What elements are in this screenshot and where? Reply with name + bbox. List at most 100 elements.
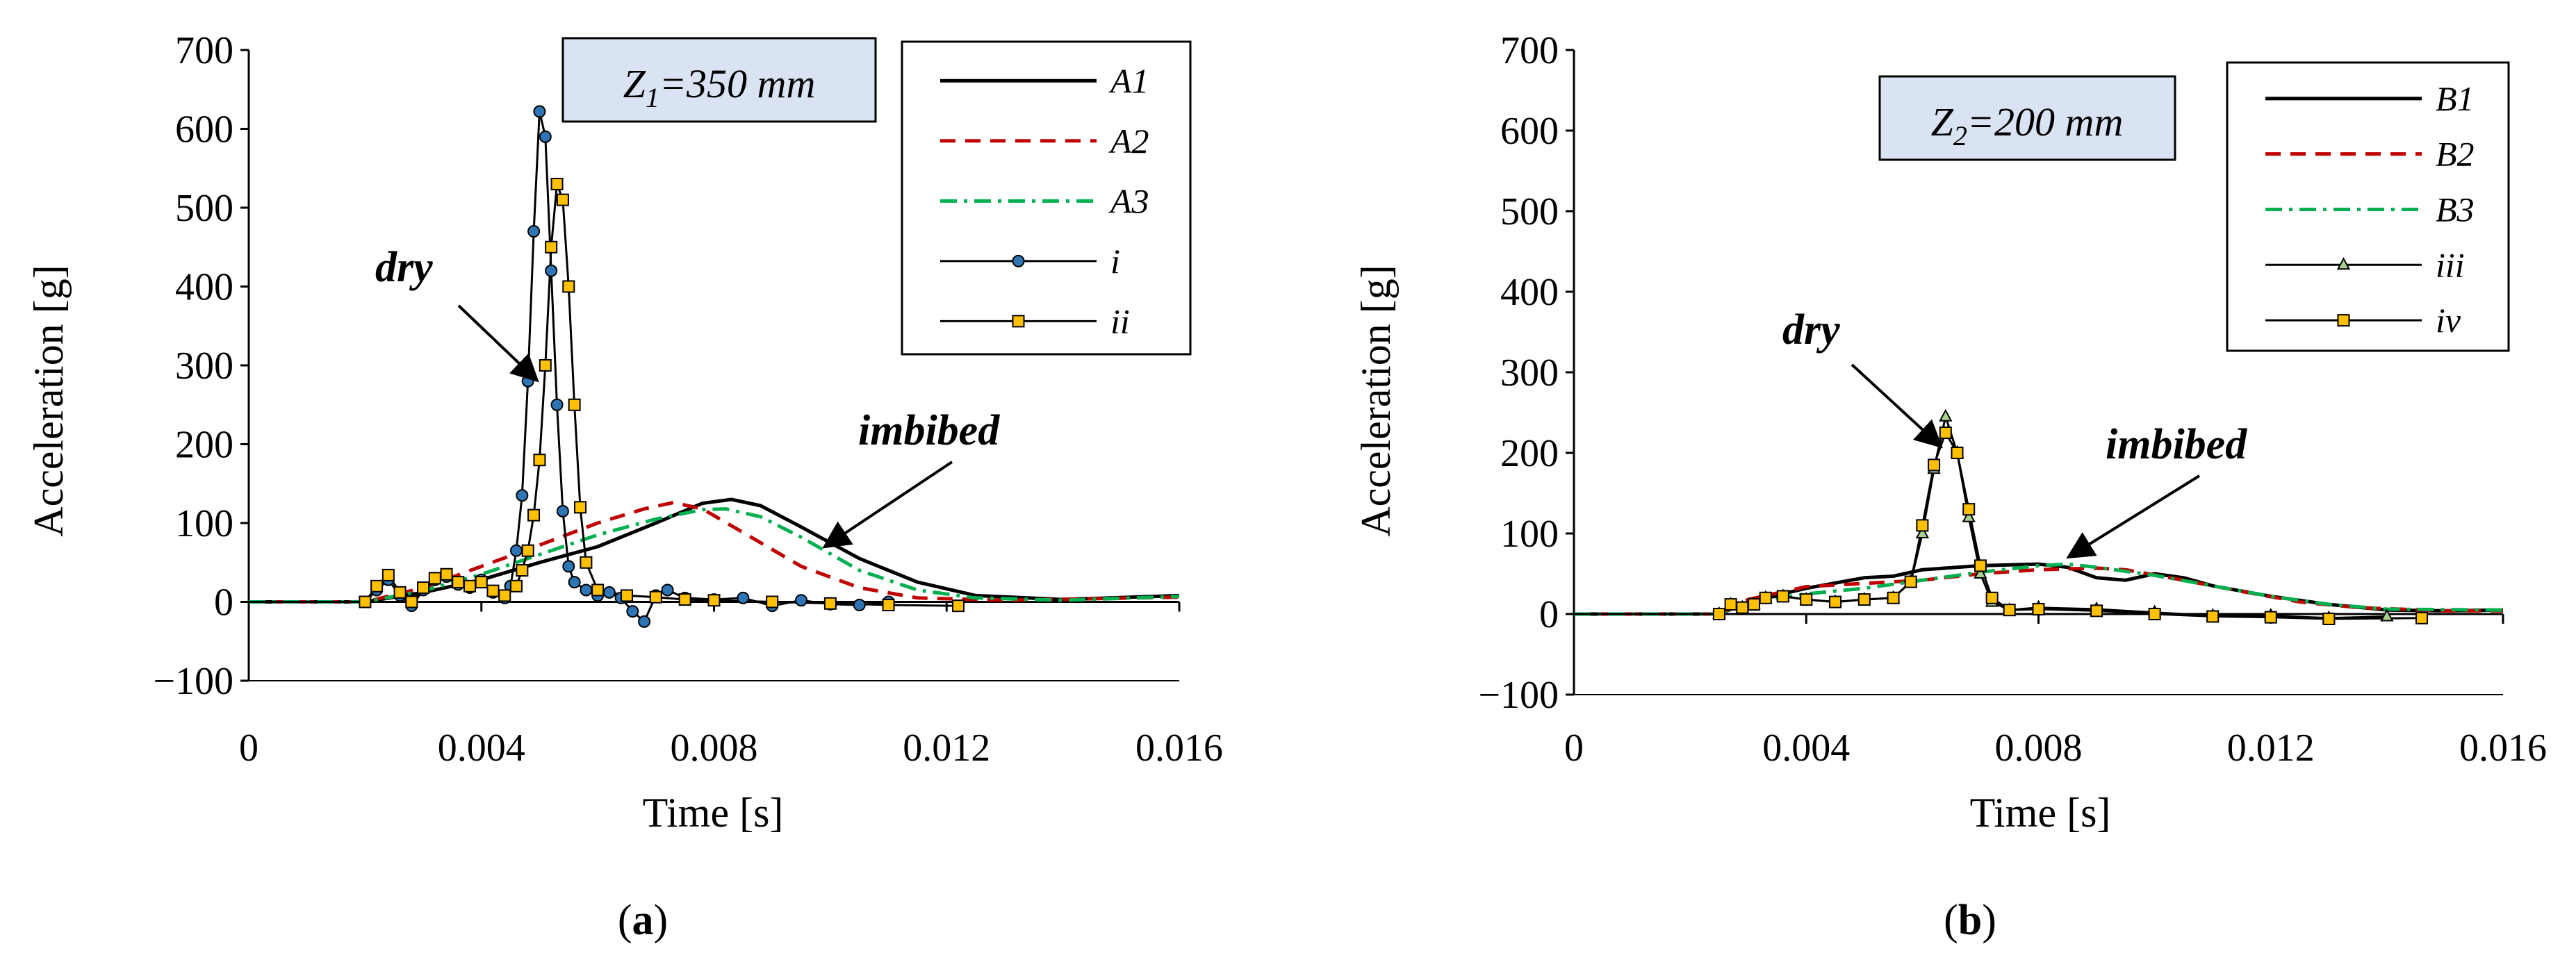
data-point-iii	[1962, 509, 1976, 522]
annotation-dry-a: dry	[375, 244, 433, 291]
data-point-ii	[428, 572, 441, 585]
data-point-i	[509, 544, 523, 557]
caption-letter-a: a	[632, 897, 654, 944]
x-tick-label-a: 0.012	[903, 727, 990, 770]
data-point-iv	[2264, 611, 2277, 624]
data-point-ii	[580, 556, 593, 569]
legend-marker-iii	[2336, 257, 2351, 270]
y-tick-label-b: 300	[1500, 351, 1559, 395]
marks-b	[1712, 408, 2429, 625]
data-point-i	[533, 105, 546, 118]
annotation-imbibed-a: imbibed	[858, 407, 1000, 454]
data-point-ii	[550, 177, 564, 190]
legend-box-a	[901, 40, 1192, 356]
z-label-box-a	[561, 37, 877, 123]
data-point-iii	[1939, 408, 1953, 422]
data-point-ii	[527, 508, 541, 522]
data-point-ii	[509, 579, 523, 592]
y-tick-label-b: −100	[1478, 674, 1559, 717]
data-point-i	[545, 264, 558, 277]
legend-box-b	[2226, 61, 2510, 352]
x-tick-label-a: 0	[239, 727, 259, 770]
data-point-i	[737, 591, 750, 604]
z-letter-a: Z	[623, 61, 646, 106]
caption-a: (a)	[618, 897, 668, 944]
data-point-ii	[417, 581, 430, 595]
x-tick-label-b: 0.012	[2227, 727, 2315, 770]
data-point-iv	[1800, 593, 1813, 606]
x-tick-label-a: 0.004	[438, 727, 525, 770]
data-point-i	[580, 583, 593, 597]
legend-label-B3: B3	[2436, 190, 2475, 229]
arrow-dry-b	[1851, 363, 1943, 449]
data-point-ii	[620, 589, 633, 602]
y-tick-label-a: 400	[175, 266, 233, 309]
annotation-dry-b: dry	[1782, 306, 1840, 354]
data-point-i	[550, 398, 564, 411]
data-point-iv	[1736, 601, 1749, 614]
y-tick-label-b: 400	[1500, 271, 1559, 314]
series-line-A3	[249, 507, 1180, 604]
arrow-imbibed-a	[822, 461, 953, 549]
marks-a	[359, 105, 965, 628]
data-point-iv	[1759, 591, 1772, 604]
x-tick-label-b: 0.004	[1762, 727, 1850, 770]
legend-label-i: i	[1110, 242, 1120, 281]
data-point-ii	[498, 589, 511, 602]
y-tick-label-a: 100	[175, 502, 233, 545]
z-letter-b: Z	[1931, 99, 1954, 144]
y-axis-label-b: Acceleration [g]	[1353, 265, 1399, 536]
data-point-ii	[359, 595, 372, 608]
data-point-iv	[1724, 598, 1737, 611]
data-point-ii	[766, 595, 779, 608]
annotation-imbibed-b: imbibed	[2106, 421, 2247, 468]
x-axis-label-a: Time [s]	[643, 790, 784, 836]
data-point-iv	[1829, 595, 1842, 608]
data-point-iv	[2003, 604, 2016, 617]
arrow-imbibed-b	[2066, 474, 2201, 559]
data-point-ii	[393, 586, 407, 599]
arrow-dry-a	[457, 304, 539, 383]
legend-label-A2: A2	[1108, 122, 1149, 160]
data-point-ii	[562, 280, 575, 293]
data-point-i	[539, 130, 552, 143]
z-value-b: =200 mm	[1967, 99, 2123, 144]
data-point-ii	[649, 590, 662, 604]
z-subscript-b: 2	[1953, 120, 1967, 151]
y-tick-label-b: 0	[1539, 593, 1559, 636]
data-point-iv	[1962, 503, 1976, 516]
data-point-i	[853, 599, 866, 612]
y-tick-label-b: 200	[1500, 432, 1559, 475]
data-point-ii	[405, 595, 418, 608]
data-point-ii	[486, 584, 500, 597]
y-tick-label-a: −100	[153, 660, 233, 703]
y-tick-label-b: 100	[1500, 513, 1559, 556]
data-point-ii	[521, 544, 534, 557]
data-point-ii	[707, 594, 721, 607]
y-tick-label-a: 700	[175, 29, 233, 72]
data-point-i	[562, 560, 575, 573]
x-tick-label-b: 0	[1564, 727, 1584, 770]
legend-label-iii: iii	[2436, 245, 2465, 284]
data-point-ii	[556, 193, 569, 206]
legend-b: B1 B2 B3 iii iv	[2265, 79, 2475, 340]
data-point-ii	[823, 597, 837, 610]
data-point-iv	[1974, 559, 1987, 572]
data-point-iii	[1974, 565, 1987, 579]
data-point-i	[556, 504, 569, 517]
y-tick-label-a: 0	[214, 581, 233, 624]
data-point-ii	[545, 240, 558, 254]
legend-label-A1: A1	[1108, 61, 1149, 100]
data-point-iv	[1985, 591, 1999, 604]
legend-marker-i	[1012, 254, 1025, 267]
data-point-iv	[1712, 608, 1725, 620]
data-point-iv	[1951, 447, 1964, 459]
x-tick-label-b: 0.008	[1995, 727, 2083, 770]
legend-label-B1: B1	[2436, 79, 2475, 118]
legend-label-ii: ii	[1110, 301, 1130, 340]
y-tick-label-a: 200	[175, 424, 233, 467]
